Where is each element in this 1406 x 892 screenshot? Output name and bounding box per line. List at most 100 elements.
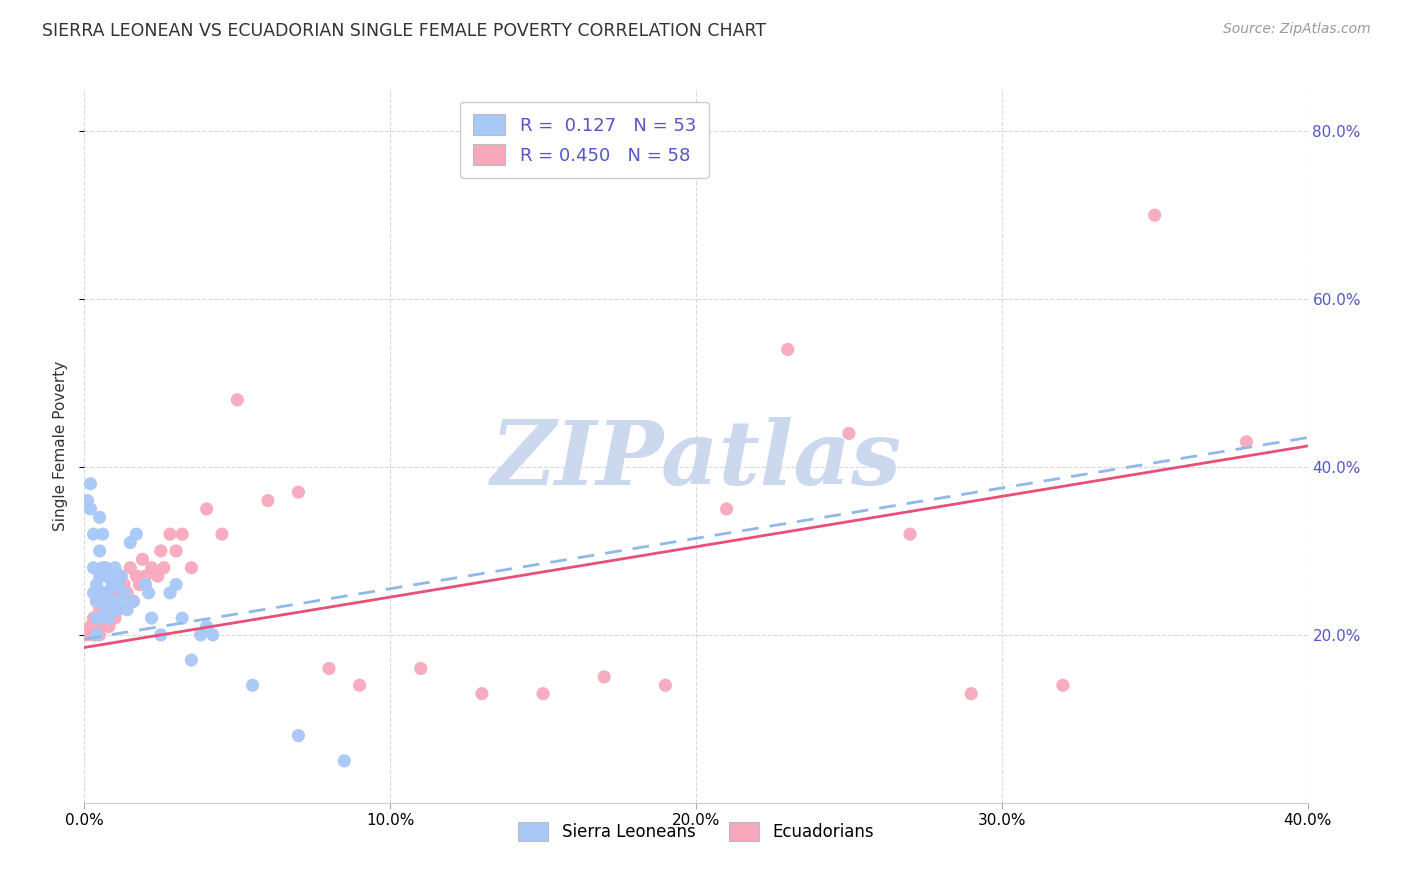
Point (159, 586, 181, 600)
Point (76, 493, 98, 508)
Point (89, 628, 111, 642)
Point (349, 678, 371, 692)
Point (107, 577, 129, 591)
Point (86, 611, 108, 625)
Point (91, 586, 114, 600)
Point (190, 628, 212, 642)
Point (107, 603, 129, 617)
Point (91, 611, 114, 625)
Point (86, 628, 108, 642)
Point (318, 661, 340, 675)
Point (135, 577, 157, 591)
Point (242, 678, 264, 692)
Point (138, 586, 160, 600)
Text: Source: ZipAtlas.com: Source: ZipAtlas.com (1223, 22, 1371, 37)
Point (104, 611, 127, 625)
Point (716, 502, 738, 516)
Point (86, 611, 108, 625)
Point (94, 560, 117, 574)
Point (94, 594, 117, 608)
Point (141, 611, 163, 625)
Point (94, 569, 117, 583)
Point (125, 569, 148, 583)
Point (101, 594, 124, 608)
Point (120, 535, 142, 549)
Point (531, 687, 554, 701)
Point (104, 560, 127, 574)
Point (89, 603, 111, 617)
Point (89, 619, 111, 633)
Point (101, 577, 124, 591)
Point (287, 729, 309, 743)
Point (94, 603, 117, 617)
Point (128, 577, 150, 591)
Point (91, 527, 114, 541)
Point (1236, 434, 1258, 449)
Point (91, 586, 114, 600)
Point (115, 603, 138, 617)
Point (97, 569, 120, 583)
Point (110, 569, 132, 583)
Point (172, 611, 194, 625)
Point (101, 603, 124, 617)
Point (180, 560, 202, 574)
Point (1052, 678, 1074, 692)
Point (94, 611, 117, 625)
Point (180, 653, 202, 667)
Point (149, 544, 172, 558)
Point (776, 343, 799, 357)
Point (226, 392, 249, 407)
Point (195, 619, 218, 633)
Point (165, 577, 187, 591)
Point (112, 586, 135, 600)
Point (257, 493, 280, 508)
Point (654, 678, 676, 692)
Point (141, 560, 163, 574)
Point (131, 552, 153, 566)
Point (110, 594, 132, 608)
Point (79, 619, 101, 633)
Point (838, 426, 860, 441)
Point (110, 586, 132, 600)
Point (115, 586, 138, 600)
Point (83, 628, 105, 642)
Point (97, 586, 120, 600)
Point (86, 577, 108, 591)
Text: ZIPatlas: ZIPatlas (491, 417, 901, 503)
Point (76, 628, 98, 642)
Point (1143, 208, 1166, 222)
Point (83, 586, 105, 600)
Point (593, 670, 616, 684)
Point (104, 577, 127, 591)
Point (195, 502, 218, 516)
Point (960, 687, 983, 701)
Point (409, 661, 432, 675)
Point (89, 594, 111, 608)
Point (149, 628, 172, 642)
Point (97, 611, 120, 625)
Point (83, 560, 105, 574)
Point (146, 569, 169, 583)
Text: SIERRA LEONEAN VS ECUADORIAN SINGLE FEMALE POVERTY CORRELATION CHART: SIERRA LEONEAN VS ECUADORIAN SINGLE FEMA… (42, 22, 766, 40)
Point (110, 569, 132, 583)
Point (104, 577, 127, 591)
Point (83, 527, 105, 541)
Point (83, 611, 105, 625)
Point (101, 586, 124, 600)
Point (94, 586, 117, 600)
Point (79, 476, 101, 491)
Point (89, 510, 111, 524)
Y-axis label: Single Female Poverty: Single Female Poverty (53, 361, 69, 531)
Point (86, 594, 108, 608)
Point (153, 560, 176, 574)
Point (125, 527, 148, 541)
Point (898, 527, 921, 541)
Legend: Sierra Leoneans, Ecuadorians: Sierra Leoneans, Ecuadorians (512, 815, 880, 848)
Point (122, 594, 145, 608)
Point (97, 619, 120, 633)
Point (86, 594, 108, 608)
Point (120, 560, 142, 574)
Point (201, 628, 224, 642)
Point (104, 603, 127, 617)
Point (471, 687, 494, 701)
